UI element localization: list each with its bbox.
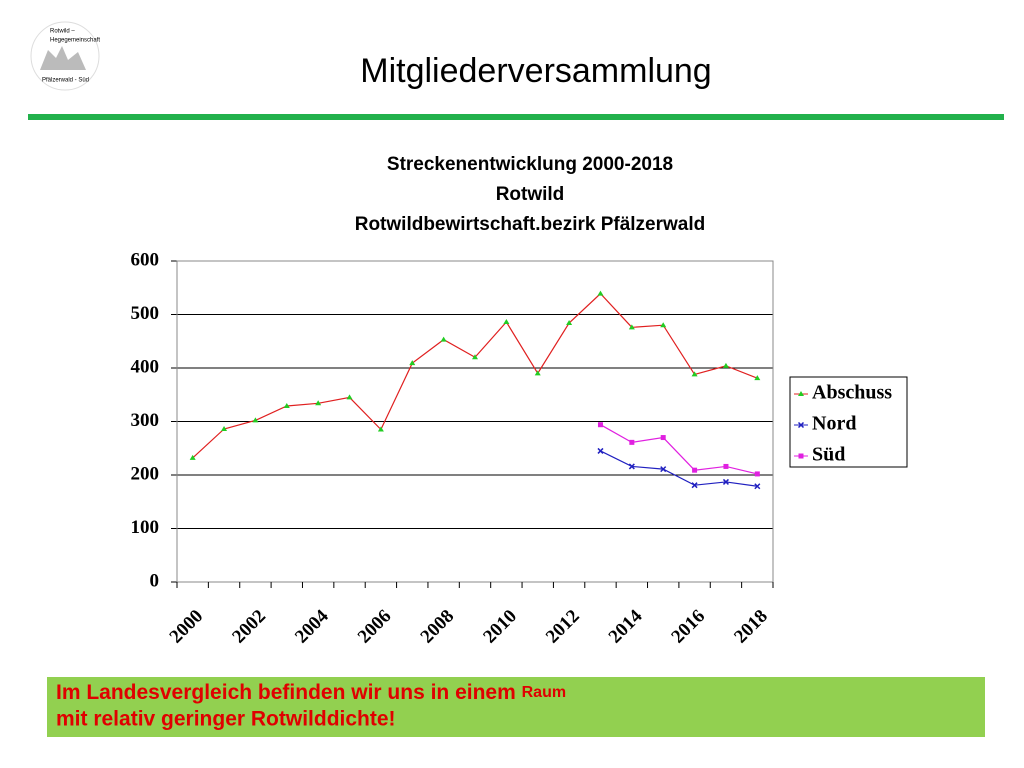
marker bbox=[754, 375, 761, 381]
marker bbox=[798, 391, 804, 396]
series-line bbox=[192, 292, 758, 459]
marker bbox=[597, 290, 604, 296]
marker bbox=[503, 318, 510, 324]
marker bbox=[660, 435, 666, 441]
marker bbox=[597, 422, 603, 428]
y-tick-label: 600 bbox=[131, 249, 160, 270]
marker bbox=[283, 402, 290, 408]
marker bbox=[189, 454, 196, 460]
x-tick-label: 2010 bbox=[479, 606, 521, 648]
marker bbox=[723, 463, 729, 469]
chart-title: Rotwildbewirtschaft.bezirk Pfälzerwald bbox=[355, 214, 706, 235]
marker bbox=[566, 320, 573, 326]
slide-title: Mitgliederversammlung bbox=[360, 52, 711, 90]
marker bbox=[377, 426, 384, 432]
x-tick-label: 2004 bbox=[291, 605, 333, 647]
marker bbox=[691, 371, 698, 377]
x-tick-label: 2000 bbox=[166, 606, 208, 648]
y-tick-label: 400 bbox=[131, 356, 160, 377]
logo-image bbox=[40, 46, 86, 70]
marker bbox=[798, 453, 804, 459]
marker bbox=[660, 322, 667, 328]
footer-text: Im Landesvergleich befinden wir uns in e… bbox=[56, 681, 566, 704]
chart: Streckenentwicklung 2000-2018 Rotwild Rotw… bbox=[131, 154, 908, 647]
x-tick-label: 2018 bbox=[730, 606, 772, 648]
series-line bbox=[600, 424, 758, 475]
logo-text: Pfälzerwald - Süd bbox=[42, 78, 89, 84]
footer-box bbox=[47, 677, 985, 737]
y-tick-label: 0 bbox=[150, 570, 160, 591]
logo-text: Hegegemeinschaft bbox=[50, 38, 100, 44]
marker bbox=[597, 447, 604, 454]
marker bbox=[409, 360, 416, 366]
legend-label: Nord bbox=[812, 413, 856, 435]
legend-label: Süd bbox=[812, 444, 845, 466]
divider bbox=[28, 114, 1004, 120]
y-tick-label: 200 bbox=[131, 463, 160, 484]
x-tick-label: 2008 bbox=[417, 606, 459, 648]
marker bbox=[440, 336, 447, 342]
marker bbox=[692, 467, 698, 473]
marker bbox=[629, 439, 635, 445]
marker bbox=[722, 478, 729, 485]
logo-text: Rotwild – bbox=[50, 29, 75, 35]
marker bbox=[628, 463, 635, 470]
marker bbox=[315, 400, 322, 406]
marker bbox=[754, 483, 761, 490]
marker bbox=[472, 354, 478, 360]
x-tick-label: 2006 bbox=[354, 606, 396, 648]
chart-title: Rotwild bbox=[496, 184, 565, 205]
marker bbox=[722, 362, 729, 368]
marker bbox=[660, 466, 667, 473]
x-tick-label: 2016 bbox=[667, 606, 709, 648]
y-tick-label: 300 bbox=[131, 410, 160, 431]
marker bbox=[252, 417, 259, 423]
plot-area bbox=[176, 260, 774, 583]
legend-label: Abschuss bbox=[812, 382, 892, 404]
x-tick-label: 2014 bbox=[605, 605, 647, 647]
legend bbox=[789, 376, 908, 468]
x-tick-label: 2012 bbox=[542, 606, 584, 648]
y-tick-label: 500 bbox=[131, 303, 160, 324]
marker bbox=[628, 324, 635, 330]
series-line bbox=[600, 450, 758, 487]
footer-part: Im Landesvergleich befinden wir uns in e… bbox=[56, 681, 522, 704]
footer-text: mit relativ geringer Rotwilddichte! bbox=[56, 708, 396, 731]
marker bbox=[534, 370, 541, 376]
marker bbox=[346, 394, 353, 400]
marker bbox=[691, 482, 698, 489]
y-tick-label: 100 bbox=[131, 517, 160, 538]
x-tick-label: 2002 bbox=[228, 606, 270, 648]
footer-part: Raum bbox=[522, 684, 566, 701]
marker bbox=[797, 421, 805, 429]
chart-title: Streckenentwicklung 2000-2018 bbox=[387, 154, 673, 175]
marker bbox=[754, 471, 760, 477]
marker bbox=[221, 425, 228, 431]
